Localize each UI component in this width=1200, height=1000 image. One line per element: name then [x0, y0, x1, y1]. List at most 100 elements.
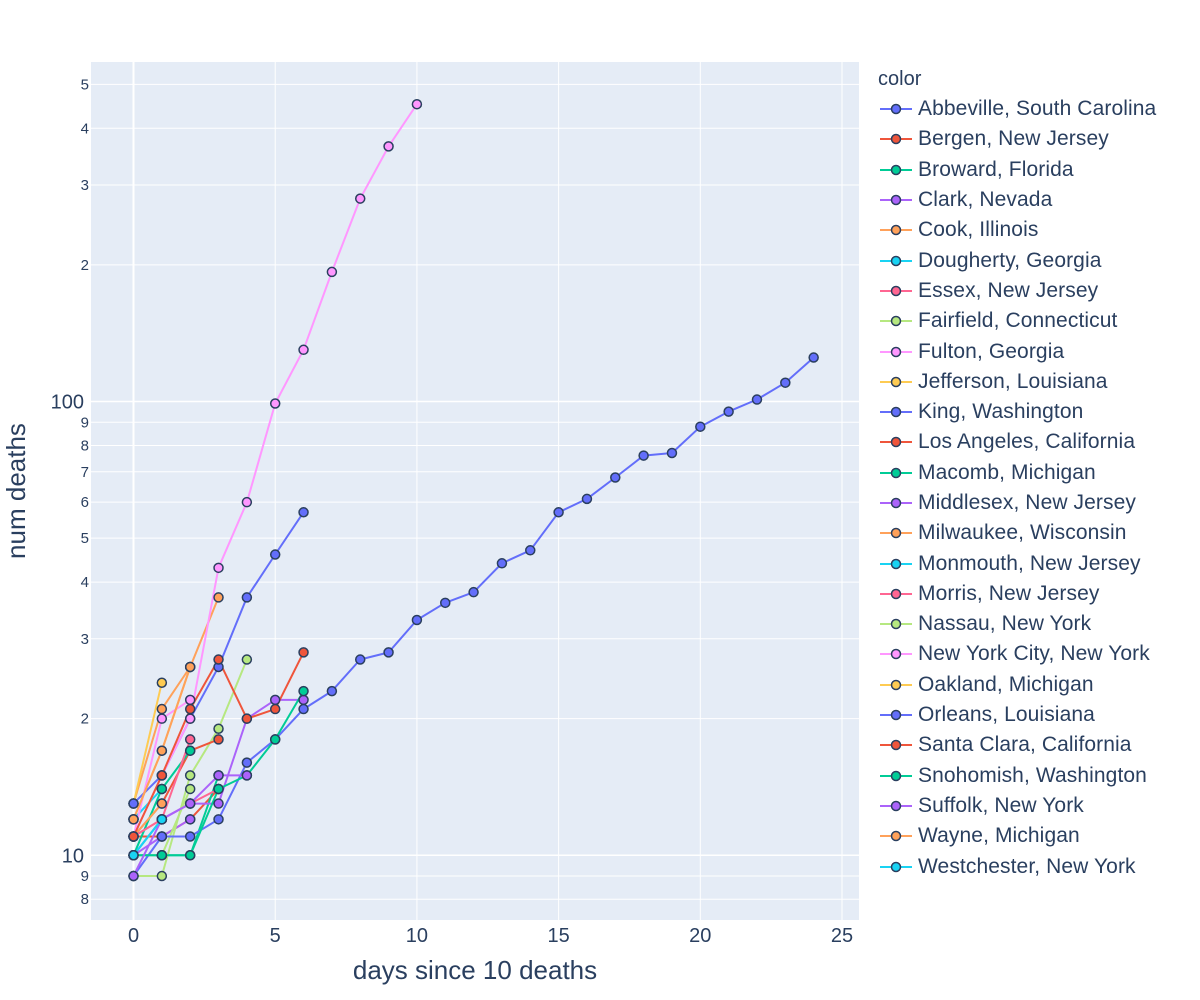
data-point: [326, 266, 338, 278]
data-point: [128, 850, 139, 861]
data-point: [156, 831, 168, 842]
legend-swatch-marker: [890, 679, 902, 691]
y-tick-label-major: 100: [51, 391, 84, 413]
data-point: [298, 647, 309, 658]
x-axis-title: days since 10 deaths: [353, 955, 597, 985]
legend-swatch: [880, 134, 912, 145]
legend-label: New York City, New York: [918, 642, 1150, 666]
data-point: [156, 850, 168, 861]
legend-label: King, Washington: [918, 400, 1084, 424]
data-point: [695, 421, 706, 432]
legend-item[interactable]: Snohomish, Washington: [878, 761, 1196, 791]
legend-item[interactable]: Broward, Florida: [878, 155, 1196, 185]
y-tick-label-minor: 4: [81, 120, 89, 137]
legend-swatch: [880, 315, 912, 327]
legend-item[interactable]: Bergen, New Jersey: [878, 124, 1196, 154]
data-point: [525, 545, 536, 556]
legend-item[interactable]: Macomb, Michigan: [878, 458, 1196, 488]
legend-label: Santa Clara, California: [918, 733, 1132, 757]
data-point: [354, 193, 366, 204]
data-point: [269, 398, 281, 409]
legend-item[interactable]: New York City, New York: [878, 639, 1196, 669]
legend-swatch-marker: [890, 437, 902, 448]
legend-item[interactable]: Nassau, New York: [878, 609, 1196, 639]
legend-item[interactable]: Fairfield, Connecticut: [878, 306, 1196, 336]
legend-swatch-marker: [890, 800, 902, 812]
legend-item[interactable]: Middlesex, New Jersey: [878, 488, 1196, 518]
legend-item[interactable]: Cook, Illinois: [878, 215, 1196, 245]
legend-item[interactable]: Jefferson, Louisiana: [878, 367, 1196, 397]
data-point: [411, 98, 423, 110]
legend-swatch: [880, 406, 912, 418]
x-tick-label: 15: [547, 925, 569, 947]
data-point: [184, 694, 196, 706]
legend-label: Suffolk, New York: [918, 793, 1084, 817]
legend-item[interactable]: King, Washington: [878, 397, 1196, 427]
data-point: [213, 592, 224, 603]
legend-label: Abbeville, South Carolina: [918, 97, 1157, 121]
legend-item[interactable]: Westchester, New York: [878, 851, 1196, 881]
x-tick-label: 5: [270, 925, 281, 947]
legend-item[interactable]: Monmouth, New Jersey: [878, 548, 1196, 578]
data-point: [780, 377, 791, 388]
legend-swatch: [880, 709, 912, 721]
legend-swatch: [880, 800, 912, 812]
legend-item[interactable]: Santa Clara, California: [878, 730, 1196, 760]
legend-swatch: [880, 740, 912, 751]
data-point: [213, 798, 224, 809]
data-point: [184, 703, 196, 715]
legend-label: Jefferson, Louisiana: [918, 369, 1108, 393]
legend-item[interactable]: Oakland, Michigan: [878, 670, 1196, 700]
data-point: [269, 549, 281, 560]
data-point: [269, 694, 281, 706]
legend-label: Macomb, Michigan: [918, 460, 1096, 484]
legend-label: Milwaukee, Wisconsin: [918, 521, 1127, 545]
data-point: [610, 472, 621, 483]
data-point: [496, 558, 508, 569]
tick-layer: 0 5 10 15 20 25 8 9 2 3 4 5 6 7 8 9 2 3 4 5 10 100: [51, 76, 853, 947]
y-tick-label-minor: 9: [81, 414, 89, 431]
legend-item[interactable]: Milwaukee, Wisconsin: [878, 518, 1196, 548]
data-point: [213, 783, 224, 795]
legend-swatch: [880, 861, 912, 872]
legend-item[interactable]: Orleans, Louisiana: [878, 700, 1196, 730]
y-tick-label-minor: 3: [81, 631, 89, 648]
data-point: [298, 703, 309, 715]
legend-label: Fairfield, Connecticut: [918, 309, 1118, 333]
legend-item[interactable]: Clark, Nevada: [878, 185, 1196, 215]
data-point: [213, 734, 224, 745]
y-tick-label-minor: 9: [81, 868, 89, 885]
legend-label: Monmouth, New Jersey: [918, 551, 1141, 575]
legend-item[interactable]: Fulton, Georgia: [878, 336, 1196, 366]
data-point: [298, 507, 309, 518]
legend-label: Morris, New Jersey: [918, 581, 1100, 605]
legend-label: Oakland, Michigan: [918, 672, 1094, 696]
legend-item[interactable]: Los Angeles, California: [878, 427, 1196, 457]
legend-item[interactable]: Suffolk, New York: [878, 791, 1196, 821]
legend-label: Los Angeles, California: [918, 430, 1136, 454]
grid-layer: [91, 62, 859, 920]
data-point: [241, 770, 253, 781]
data-point: [184, 814, 196, 825]
legend-item[interactable]: Abbeville, South Carolina: [878, 94, 1196, 124]
legend-swatch: [880, 618, 912, 630]
legend-item[interactable]: Morris, New Jersey: [878, 579, 1196, 609]
plot-area-background: [91, 62, 859, 920]
legend-swatch-marker: [890, 528, 902, 539]
legend-swatch-marker: [890, 831, 902, 842]
data-point: [439, 597, 451, 609]
legend-swatch-marker: [890, 558, 902, 569]
legend-swatch-marker: [890, 285, 902, 297]
data-point: [581, 493, 593, 505]
legend-item[interactable]: Wayne, Michigan: [878, 821, 1196, 851]
legend-label: Fulton, Georgia: [918, 339, 1065, 363]
y-tick-label-minor: 4: [81, 574, 89, 591]
legend-swatch-marker: [890, 134, 902, 145]
legend-item[interactable]: Essex, New Jersey: [878, 276, 1196, 306]
data-point: [269, 703, 281, 715]
data-point: [468, 586, 479, 598]
legend-swatch: [880, 528, 912, 539]
data-point: [326, 685, 338, 697]
legend-item[interactable]: Dougherty, Georgia: [878, 245, 1196, 275]
